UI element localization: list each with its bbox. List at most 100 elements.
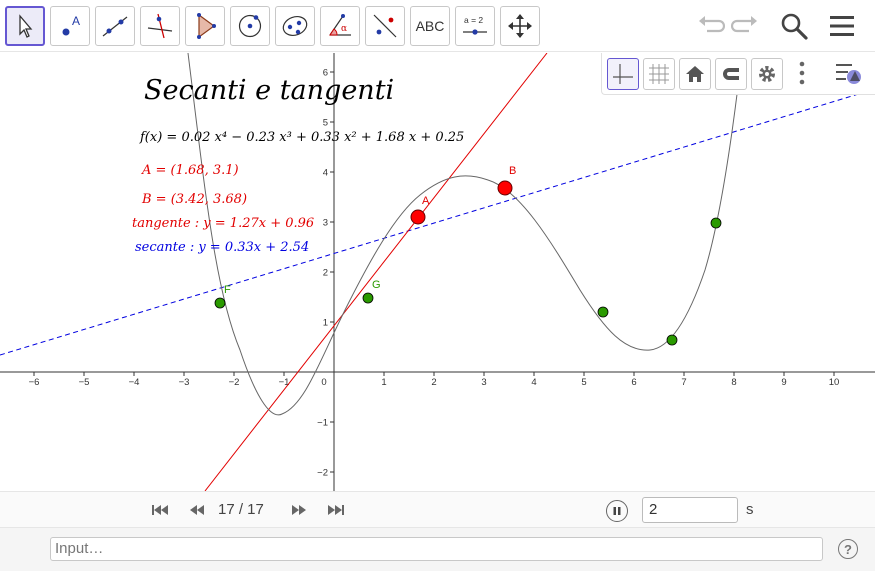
move-graphics-icon bbox=[508, 14, 532, 38]
slider-tool-button[interactable]: a = 2 bbox=[455, 6, 495, 46]
move-tool-button[interactable] bbox=[5, 6, 45, 46]
x-tick-label: 0 bbox=[321, 377, 326, 388]
tangent-line[interactable] bbox=[204, 53, 548, 491]
point-B[interactable] bbox=[497, 180, 513, 196]
x-tick-label: −3 bbox=[179, 377, 190, 388]
angle-icon: α bbox=[329, 14, 351, 36]
function-label[interactable]: f(x) = 0.02 x⁴ − 0.23 x³ + 0.33 x² + 1.6… bbox=[140, 130, 465, 145]
y-tick-label: 4 bbox=[323, 168, 328, 179]
speed-input[interactable]: 2 bbox=[642, 497, 738, 523]
axes-toggle-button[interactable] bbox=[607, 58, 639, 90]
x-tick-label: −1 bbox=[279, 377, 290, 388]
x-tick-label: 4 bbox=[531, 377, 536, 388]
point-G[interactable] bbox=[362, 292, 374, 304]
axes-icon bbox=[613, 64, 633, 84]
y-tick-label: −2 bbox=[317, 468, 328, 479]
next-button[interactable] bbox=[288, 501, 310, 519]
gear-icon bbox=[759, 66, 775, 82]
y-tick-label: 3 bbox=[323, 218, 328, 229]
menu-icon bbox=[830, 16, 854, 36]
algebra-input-field[interactable]: Input… bbox=[50, 537, 823, 561]
graphics-settings-button[interactable] bbox=[751, 58, 783, 90]
graphics-style-bar bbox=[601, 53, 875, 95]
x-tick-label: −6 bbox=[29, 377, 40, 388]
x-tick-label: 8 bbox=[731, 377, 736, 388]
reflect-tool-button[interactable] bbox=[365, 6, 405, 46]
x-tick-label: −5 bbox=[79, 377, 90, 388]
y-tick-label: 5 bbox=[323, 118, 328, 129]
graphics-view[interactable]: −6 −5 −4 −3 −2 −1 0 1 2 3 4 5 6 7 8 9 10 −2 −1 1 2 3 4 5 6 F G … bbox=[0, 53, 875, 491]
redo-button[interactable] bbox=[730, 10, 762, 42]
more-vertical-icon bbox=[799, 61, 805, 85]
text-tool-button[interactable]: ABC bbox=[410, 6, 450, 46]
standard-view-button[interactable] bbox=[679, 58, 711, 90]
text-icon: ABC bbox=[415, 18, 445, 34]
move-graphics-tool-button[interactable] bbox=[500, 6, 540, 46]
next-icon bbox=[292, 505, 306, 515]
slider-icon: a = 2 bbox=[463, 15, 487, 35]
point-A[interactable] bbox=[410, 209, 426, 225]
more-options-button[interactable] bbox=[797, 60, 807, 88]
home-icon bbox=[686, 66, 704, 82]
polygon-icon bbox=[197, 13, 216, 39]
x-tick-label: 1 bbox=[381, 377, 386, 388]
x-tick-label: −4 bbox=[129, 377, 140, 388]
point-F[interactable] bbox=[214, 297, 226, 309]
stylebar-toggle-button[interactable] bbox=[834, 61, 866, 89]
point-A-coordinates[interactable]: A = (1.68, 3.1) bbox=[142, 163, 239, 178]
point-A-label: A bbox=[422, 195, 430, 207]
arrow-cursor-icon bbox=[19, 14, 33, 38]
x-tick-label: 7 bbox=[681, 377, 686, 388]
redo-icon bbox=[731, 16, 757, 33]
pause-button[interactable] bbox=[606, 500, 628, 522]
y-tick-label: 1 bbox=[323, 318, 328, 329]
x-tick-label: −2 bbox=[229, 377, 240, 388]
x-tick-label: 9 bbox=[781, 377, 786, 388]
line-tool-button[interactable] bbox=[95, 6, 135, 46]
animation-player-bar: 17 / 17 2 s bbox=[0, 491, 875, 527]
perpendicular-icon bbox=[147, 13, 173, 39]
x-tick-label: 2 bbox=[431, 377, 436, 388]
search-icon bbox=[781, 13, 808, 40]
grid-toggle-button[interactable] bbox=[643, 58, 675, 90]
perpendicular-line-tool-button[interactable] bbox=[140, 6, 180, 46]
svg-text:α: α bbox=[341, 24, 347, 34]
tangent-equation[interactable]: tangente : y = 1.27x + 0.96 bbox=[132, 216, 315, 231]
speed-unit-label: s bbox=[746, 501, 754, 518]
skip-first-button[interactable] bbox=[149, 501, 171, 519]
help-button[interactable]: ? bbox=[838, 539, 858, 559]
input-bar: Input… ? bbox=[0, 527, 875, 571]
point-green-3[interactable] bbox=[710, 217, 722, 229]
point-tool-button[interactable]: A bbox=[50, 6, 90, 46]
undo-button[interactable] bbox=[694, 10, 726, 42]
search-button[interactable] bbox=[778, 10, 810, 42]
circle-tool-button[interactable] bbox=[230, 6, 270, 46]
y-axis-ticks: −2 −1 1 2 3 4 5 6 bbox=[317, 68, 334, 479]
toolbar: A α ABC a = 2 bbox=[0, 0, 875, 52]
magnet-icon bbox=[723, 68, 739, 80]
stylebar-toggle-icon bbox=[836, 64, 861, 84]
y-tick-label: 6 bbox=[323, 68, 328, 79]
x-tick-label: 6 bbox=[631, 377, 636, 388]
point-capturing-button[interactable] bbox=[715, 58, 747, 90]
y-tick-label: −1 bbox=[317, 418, 328, 429]
secant-equation[interactable]: secante : y = 0.33x + 2.54 bbox=[135, 240, 310, 255]
angle-tool-button[interactable]: α bbox=[320, 6, 360, 46]
conic-tool-button[interactable] bbox=[275, 6, 315, 46]
skip-first-icon bbox=[152, 505, 168, 515]
function-curve[interactable] bbox=[187, 53, 743, 416]
point-B-label: B bbox=[509, 165, 516, 177]
point-B-coordinates[interactable]: B = (3.42, 3.68) bbox=[142, 192, 248, 207]
menu-button[interactable] bbox=[826, 10, 858, 42]
svg-text:a = 2: a = 2 bbox=[464, 15, 483, 25]
point-green-1[interactable] bbox=[597, 306, 609, 318]
previous-button[interactable] bbox=[186, 501, 208, 519]
point-icon: A bbox=[62, 14, 80, 36]
previous-icon bbox=[190, 505, 204, 515]
undo-icon bbox=[699, 16, 725, 33]
skip-last-button[interactable] bbox=[325, 501, 347, 519]
polygon-tool-button[interactable] bbox=[185, 6, 225, 46]
point-green-2[interactable] bbox=[666, 334, 678, 346]
title-text[interactable]: Secanti e tangenti bbox=[144, 75, 395, 106]
